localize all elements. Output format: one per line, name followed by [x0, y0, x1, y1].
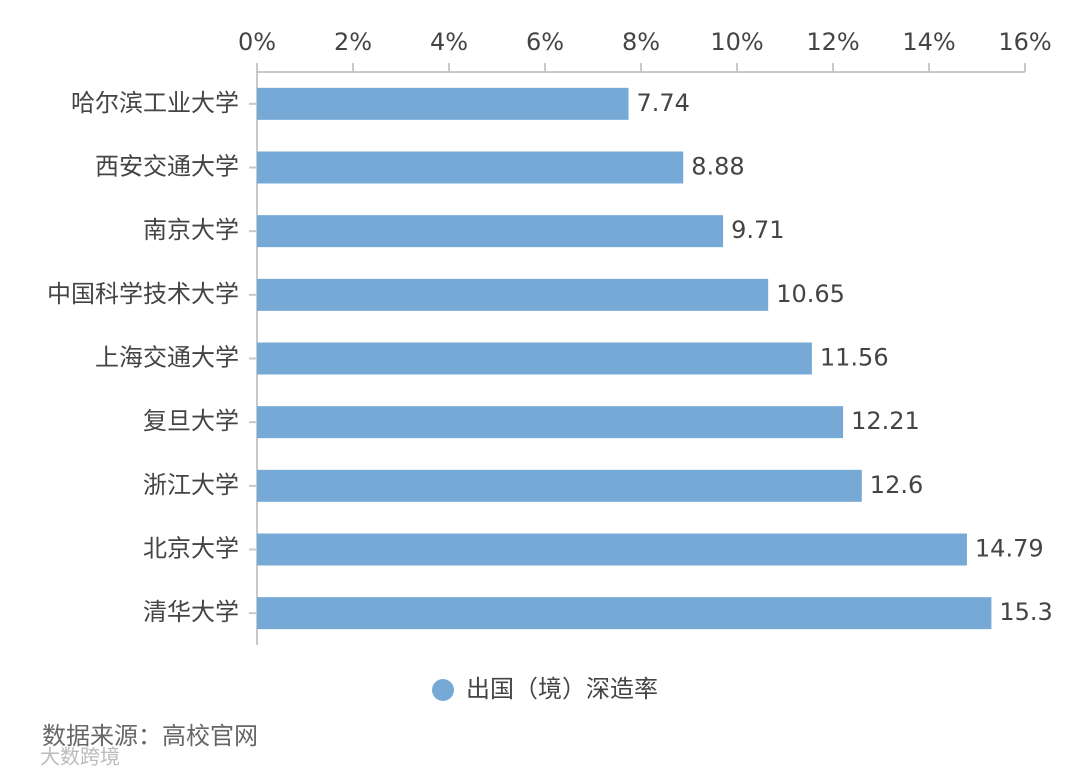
y-tick-label: 清华大学 [143, 598, 239, 626]
bar [257, 215, 724, 248]
data-label: 11.56 [820, 344, 889, 372]
x-tick-label: 8% [622, 28, 660, 56]
data-label: 9.71 [731, 216, 784, 244]
y-tick-label: 上海交通大学 [95, 344, 239, 372]
x-tick-label: 12% [806, 28, 859, 56]
data-label: 12.21 [851, 407, 920, 435]
source-note: 数据来源：高校官网 [42, 722, 258, 750]
x-tick-label: 0% [238, 28, 276, 56]
bar [257, 533, 967, 566]
legend-label: 出国（境）深造率 [466, 675, 658, 703]
x-tick-label: 6% [526, 28, 564, 56]
bar [257, 87, 629, 120]
y-tick-label: 哈尔滨工业大学 [71, 89, 239, 117]
data-label: 12.6 [870, 471, 923, 499]
y-tick-label: 中国科学技术大学 [47, 280, 239, 308]
bar [257, 278, 769, 311]
y-tick-label: 南京大学 [143, 216, 239, 244]
data-label: 15.3 [999, 598, 1052, 626]
legend-marker [432, 679, 454, 701]
y-tick-label: 西安交通大学 [95, 153, 239, 181]
x-tick-label: 4% [430, 28, 468, 56]
data-label: 10.65 [776, 280, 845, 308]
y-tick-label: 北京大学 [143, 535, 239, 563]
bar [257, 342, 812, 375]
data-label: 7.74 [637, 89, 690, 117]
bar [257, 597, 992, 630]
bar [257, 151, 684, 184]
y-tick-label: 复旦大学 [143, 407, 239, 435]
bar [257, 406, 844, 439]
x-tick-label: 16% [998, 28, 1051, 56]
x-tick-label: 14% [902, 28, 955, 56]
watermark: 大数跨境 [40, 745, 120, 769]
x-tick-label: 2% [334, 28, 372, 56]
data-label: 14.79 [975, 535, 1044, 563]
x-tick-label: 10% [710, 28, 763, 56]
y-tick-label: 浙江大学 [143, 471, 239, 499]
bar [257, 469, 862, 502]
data-label: 8.88 [691, 153, 744, 181]
